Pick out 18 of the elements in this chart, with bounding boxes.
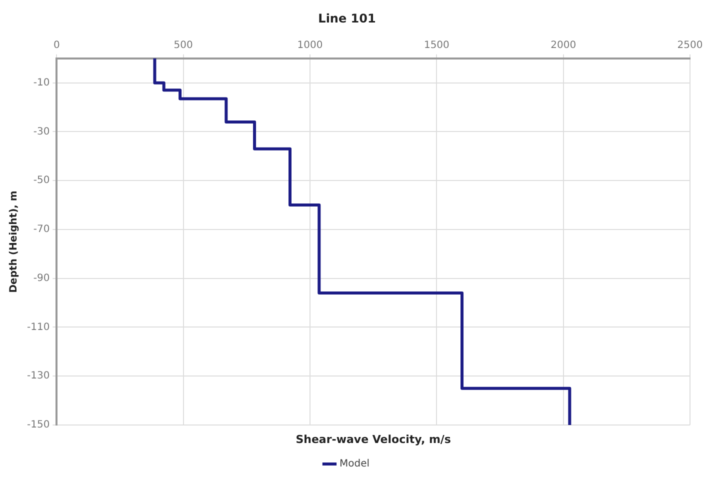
x-tick-label: 500: [174, 40, 193, 51]
chart-title: Line 101: [318, 11, 376, 26]
y-tick-label: -150: [26, 420, 50, 431]
y-tick-label: -130: [26, 370, 50, 382]
y-axis-title: Depth (Height), m: [8, 190, 20, 293]
x-tick-label: 0: [54, 40, 60, 51]
y-tick-label: -110: [26, 322, 50, 333]
x-tick-label: 2500: [677, 40, 703, 51]
y-tick-label: -50: [33, 175, 50, 186]
y-tick-label: -10: [33, 77, 50, 88]
x-tick-label: 1000: [297, 40, 323, 51]
y-tick-label: -30: [33, 126, 50, 138]
x-tick-label: 2000: [550, 40, 576, 51]
y-tick-label: -90: [33, 272, 50, 284]
x-tick-label: 1500: [424, 40, 450, 51]
x-axis-title: Shear-wave Velocity, m/s: [296, 432, 452, 446]
y-tick-label: -70: [33, 224, 50, 236]
legend-label: Model: [339, 458, 370, 470]
